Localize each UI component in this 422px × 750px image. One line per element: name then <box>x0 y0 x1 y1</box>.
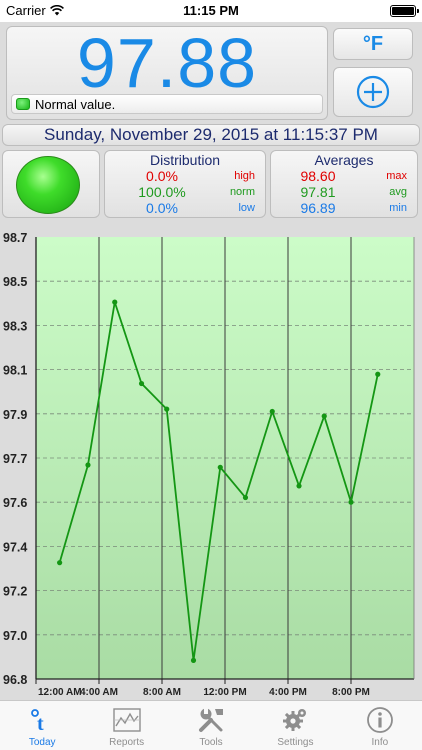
status-indicator-panel <box>2 150 100 218</box>
distribution-norm-label: norm <box>229 186 255 198</box>
add-reading-button[interactable] <box>333 67 413 117</box>
averages-row-min: 96.89 min <box>271 200 417 217</box>
averages-avg-value: 97.81 <box>300 184 336 200</box>
temperature-t-icon: t <box>27 706 57 734</box>
averages-avg-label: avg <box>389 186 407 198</box>
data-point <box>321 413 327 419</box>
distribution-row-norm: 100.0% norm <box>105 184 265 201</box>
battery-icon <box>390 5 419 17</box>
averages-min-value: 96.89 <box>300 200 336 216</box>
carrier: Carrier <box>6 3 64 18</box>
averages-row-max: 98.60 max <box>271 168 417 185</box>
averages-min-label: min <box>389 202 407 214</box>
data-point <box>269 408 275 415</box>
averages-max-label: max <box>386 170 407 182</box>
date-time-display: Sunday, November 29, 2015 at 11:15:37 PM <box>2 124 420 146</box>
data-point <box>296 483 302 489</box>
distribution-panel: Distribution 0.0% high 100.0% norm 0.0% … <box>104 150 266 218</box>
data-point <box>57 560 63 566</box>
carrier-label: Carrier <box>6 3 46 18</box>
distribution-low-value: 0.0% <box>146 200 178 216</box>
status-light-icon <box>16 156 80 214</box>
tab-reports-label: Reports <box>109 737 145 748</box>
y-tick-label: 97.0 <box>3 629 27 643</box>
y-tick-label: 98.7 <box>3 231 27 245</box>
x-tick-label: 8:00 PM <box>332 687 370 698</box>
distribution-norm-value: 100.0% <box>138 184 186 200</box>
y-tick-label: 97.6 <box>3 496 27 510</box>
temperature-reading: 97.88 <box>76 24 258 102</box>
y-tick-label: 98.3 <box>3 319 27 333</box>
averages-title: Averages <box>314 152 374 168</box>
data-point <box>164 406 170 412</box>
chart-icon <box>112 706 142 734</box>
data-point <box>217 464 223 470</box>
tab-info[interactable]: Info <box>338 701 422 750</box>
y-tick-label: 97.9 <box>3 408 27 422</box>
status-message: Normal value. <box>11 94 323 114</box>
distribution-title: Distribution <box>149 152 221 168</box>
tab-info-label: Info <box>371 737 389 748</box>
data-point <box>242 494 249 501</box>
data-point <box>112 299 118 305</box>
x-tick-label: 12:00 AM <box>38 687 82 698</box>
tools-icon <box>196 706 226 734</box>
tab-today[interactable]: t Today <box>0 701 84 750</box>
distribution-high-label: high <box>234 170 255 182</box>
y-tick-label: 97.2 <box>3 585 27 599</box>
distribution-row-high: 0.0% high <box>105 168 265 185</box>
averages-max-value: 98.60 <box>300 168 336 184</box>
data-point <box>190 657 197 663</box>
status-text: Normal value. <box>35 96 116 112</box>
tab-reports[interactable]: Reports <box>84 701 168 750</box>
x-tick-label: 4:00 AM <box>80 687 118 698</box>
temperature-chart-svg: 98.7 98.5 98.3 98.1 97.9 97.7 97.6 97.4 97.2 97.0… <box>3 231 415 698</box>
status-bar: Carrier 11:15 PM <box>0 0 422 22</box>
temperature-chart[interactable]: 98.7 98.5 98.3 98.1 97.9 97.7 97.6 97.4 97.2 97.0… <box>0 224 422 700</box>
averages-row-avg: 97.81 avg <box>271 184 417 201</box>
tab-bar: t Today Reports Tools <box>0 700 422 750</box>
reading-panel: 97.88 Normal value. <box>6 26 328 120</box>
y-tick-label: 97.7 <box>3 452 27 466</box>
averages-panel: Averages 98.60 max 97.81 avg 96.89 min <box>270 150 418 218</box>
plus-circle-icon <box>356 75 390 109</box>
y-tick-label: 97.4 <box>3 540 27 554</box>
distribution-row-low: 0.0% low <box>105 200 265 217</box>
tab-settings-label: Settings <box>277 737 314 748</box>
x-tick-label: 4:00 PM <box>269 687 307 698</box>
x-tick-label: 12:00 PM <box>203 687 246 698</box>
normal-status-icon <box>16 98 30 110</box>
y-tick-label: 98.1 <box>3 364 27 378</box>
data-point <box>138 380 145 387</box>
unit-toggle-button[interactable]: °F <box>333 28 413 60</box>
data-point <box>375 371 381 377</box>
tab-settings[interactable]: Settings <box>253 701 337 750</box>
y-tick-label: 98.5 <box>3 275 27 289</box>
tab-tools-label: Tools <box>199 737 223 748</box>
data-point <box>85 462 91 468</box>
tab-today-label: Today <box>28 737 56 748</box>
status-time: 11:15 PM <box>183 3 239 18</box>
distribution-low-label: low <box>238 202 255 214</box>
data-point <box>348 499 354 505</box>
y-tick-label: 96.8 <box>3 673 27 687</box>
x-tick-label: 8:00 AM <box>143 687 181 698</box>
info-icon <box>365 706 395 734</box>
app-content: 97.88 Normal value. °F Sunday, November … <box>0 22 422 700</box>
wifi-icon <box>49 5 64 16</box>
distribution-high-value: 0.0% <box>146 168 178 184</box>
tab-tools[interactable]: Tools <box>169 701 253 750</box>
gear-icon <box>280 706 310 734</box>
svg-text:t: t <box>37 713 44 733</box>
